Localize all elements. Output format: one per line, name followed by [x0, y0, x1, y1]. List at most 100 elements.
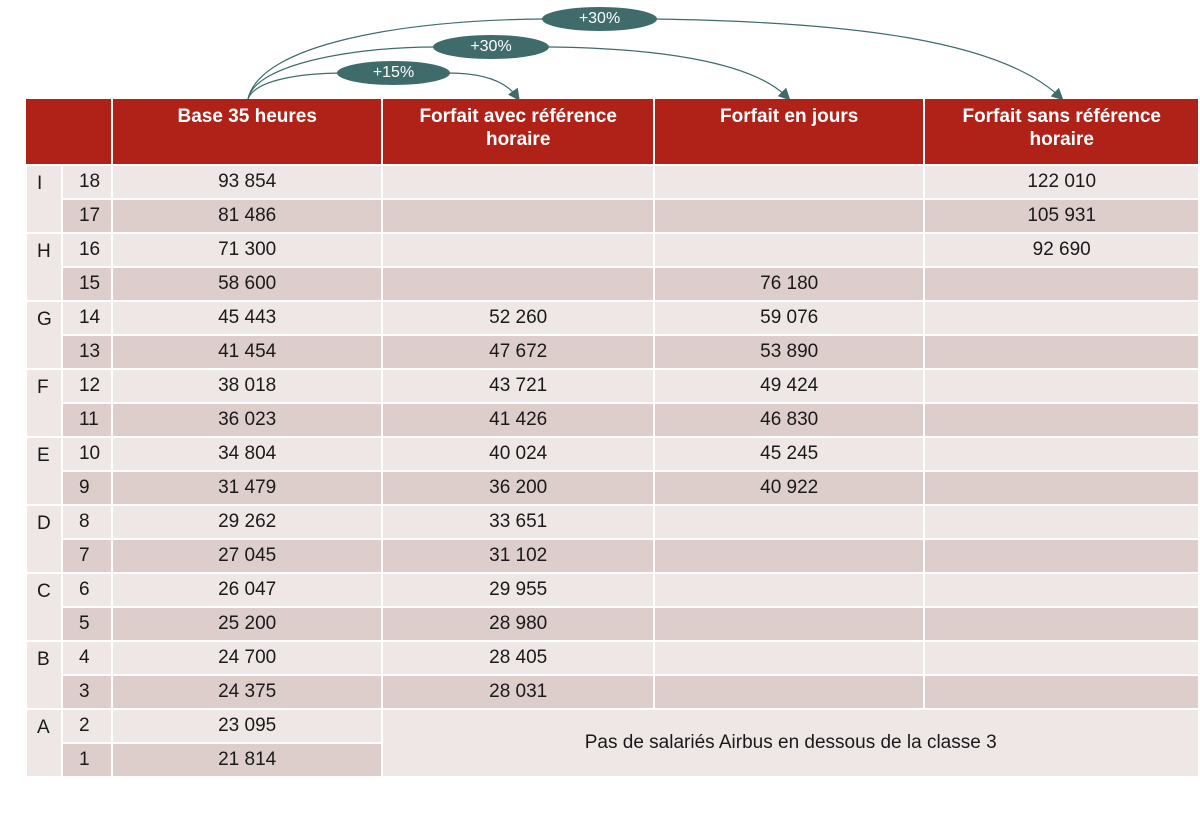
base-value: 26 047 [110, 572, 384, 608]
class-letter: F [25, 368, 63, 438]
table-row: 15 58 600 76 180 [26, 266, 1200, 302]
table-row: 11 36 023 41 426 46 830 [26, 402, 1200, 438]
sans-value [923, 334, 1200, 370]
grade: 8 [60, 504, 113, 540]
footnote-no-employees: Pas de salariés Airbus en dessous de la … [381, 708, 1200, 778]
header-grade [61, 99, 113, 165]
table-row: 7 27 045 31 102 [26, 538, 1200, 574]
increment-badge-15: +15% [337, 61, 450, 85]
base-value: 81 486 [110, 198, 384, 234]
jours-value [652, 640, 926, 676]
header-forfait-avec-reference: Forfait avec référence horaire [381, 99, 655, 165]
sans-value [923, 572, 1200, 608]
avec-value: 47 672 [381, 334, 655, 370]
base-value: 38 018 [110, 368, 384, 404]
grade: 9 [60, 470, 113, 506]
header-forfait-jours: Forfait en jours [652, 99, 926, 165]
sans-value [923, 538, 1200, 574]
grade: 12 [60, 368, 113, 404]
base-value: 21 814 [110, 742, 384, 778]
grade: 13 [60, 334, 113, 370]
sans-value: 105 931 [923, 198, 1200, 234]
base-value: 24 700 [110, 640, 384, 676]
grade: 18 [60, 164, 113, 200]
jours-value [652, 504, 926, 540]
avec-value: 36 200 [381, 470, 655, 506]
class-letter: D [25, 504, 63, 574]
sans-value [923, 470, 1200, 506]
grade: 7 [60, 538, 113, 574]
table-row: H 16 71 300 92 690 [25, 232, 1200, 302]
table-row: 9 31 479 36 200 40 922 [26, 470, 1200, 506]
table-row: B 4 24 700 28 405 [25, 640, 1200, 710]
jours-value [652, 606, 926, 642]
jours-value: 76 180 [652, 266, 926, 302]
base-value: 24 375 [110, 674, 384, 710]
class-letter: C [25, 572, 63, 642]
sans-value: 122 010 [923, 164, 1200, 200]
avec-value [381, 266, 655, 302]
grade: 10 [60, 436, 113, 472]
increment-badge-30-sans: +30% [542, 7, 657, 31]
base-value: 58 600 [110, 266, 384, 302]
avec-value [381, 198, 655, 234]
avec-value: 33 651 [381, 504, 655, 540]
base-value: 36 023 [110, 402, 384, 438]
class-letter: I [25, 164, 63, 234]
header-row: Base 35 heures Forfait avec référence ho… [26, 99, 1200, 165]
jours-value: 49 424 [652, 368, 926, 404]
jours-value: 46 830 [652, 402, 926, 438]
table-row: G 14 45 443 52 260 59 076 [25, 300, 1200, 370]
avec-value: 29 955 [381, 572, 655, 608]
avec-value [381, 164, 655, 200]
grade: 1 [60, 742, 113, 778]
sans-value [923, 504, 1200, 540]
table-row: 13 41 454 47 672 53 890 [26, 334, 1200, 370]
table-row: 1 21 814 [26, 742, 1199, 778]
avec-value: 28 031 [381, 674, 655, 710]
header-letter [26, 99, 62, 165]
sans-value [923, 402, 1200, 438]
base-value: 93 854 [110, 164, 384, 200]
sans-value [923, 606, 1200, 642]
class-letter: E [25, 436, 63, 506]
class-letter: B [25, 640, 63, 710]
jours-value [652, 572, 926, 608]
base-value: 34 804 [110, 436, 384, 472]
class-letter: G [25, 300, 63, 370]
sans-value [923, 266, 1200, 302]
header-forfait-sans-reference: Forfait sans référence horaire [923, 99, 1200, 165]
class-letter: H [25, 232, 63, 302]
avec-value: 43 721 [381, 368, 655, 404]
base-value: 23 095 [110, 708, 384, 744]
base-value: 71 300 [110, 232, 384, 268]
jours-value: 59 076 [652, 300, 926, 336]
grade: 15 [60, 266, 113, 302]
jours-value [652, 232, 926, 268]
avec-value: 31 102 [381, 538, 655, 574]
sans-value: 92 690 [923, 232, 1200, 268]
base-value: 27 045 [110, 538, 384, 574]
base-value: 31 479 [110, 470, 384, 506]
avec-value: 28 980 [381, 606, 655, 642]
sans-value [923, 436, 1200, 472]
jours-value: 53 890 [652, 334, 926, 370]
sans-value [923, 300, 1200, 336]
table-row: I 18 93 854 122 010 [25, 164, 1200, 234]
base-value: 41 454 [110, 334, 384, 370]
sans-value [923, 640, 1200, 676]
grade: 6 [60, 572, 113, 608]
table-row: D 8 29 262 33 651 [25, 504, 1200, 574]
header-base-35h: Base 35 heures [110, 99, 384, 165]
avec-value [381, 232, 655, 268]
base-value: 45 443 [110, 300, 384, 336]
jours-value [652, 538, 926, 574]
jours-value [652, 674, 926, 710]
increment-badge-30-jours: +30% [433, 35, 549, 59]
table-row: F 12 38 018 43 721 49 424 [25, 368, 1200, 438]
grade: 2 [60, 708, 113, 744]
table-row: 3 24 375 28 031 [26, 674, 1200, 710]
grade: 11 [60, 402, 113, 438]
table-row: A 2 23 095 Pas de salariés Airbus en des… [25, 708, 1200, 778]
table-row: E 10 34 804 40 024 45 245 [25, 436, 1200, 506]
